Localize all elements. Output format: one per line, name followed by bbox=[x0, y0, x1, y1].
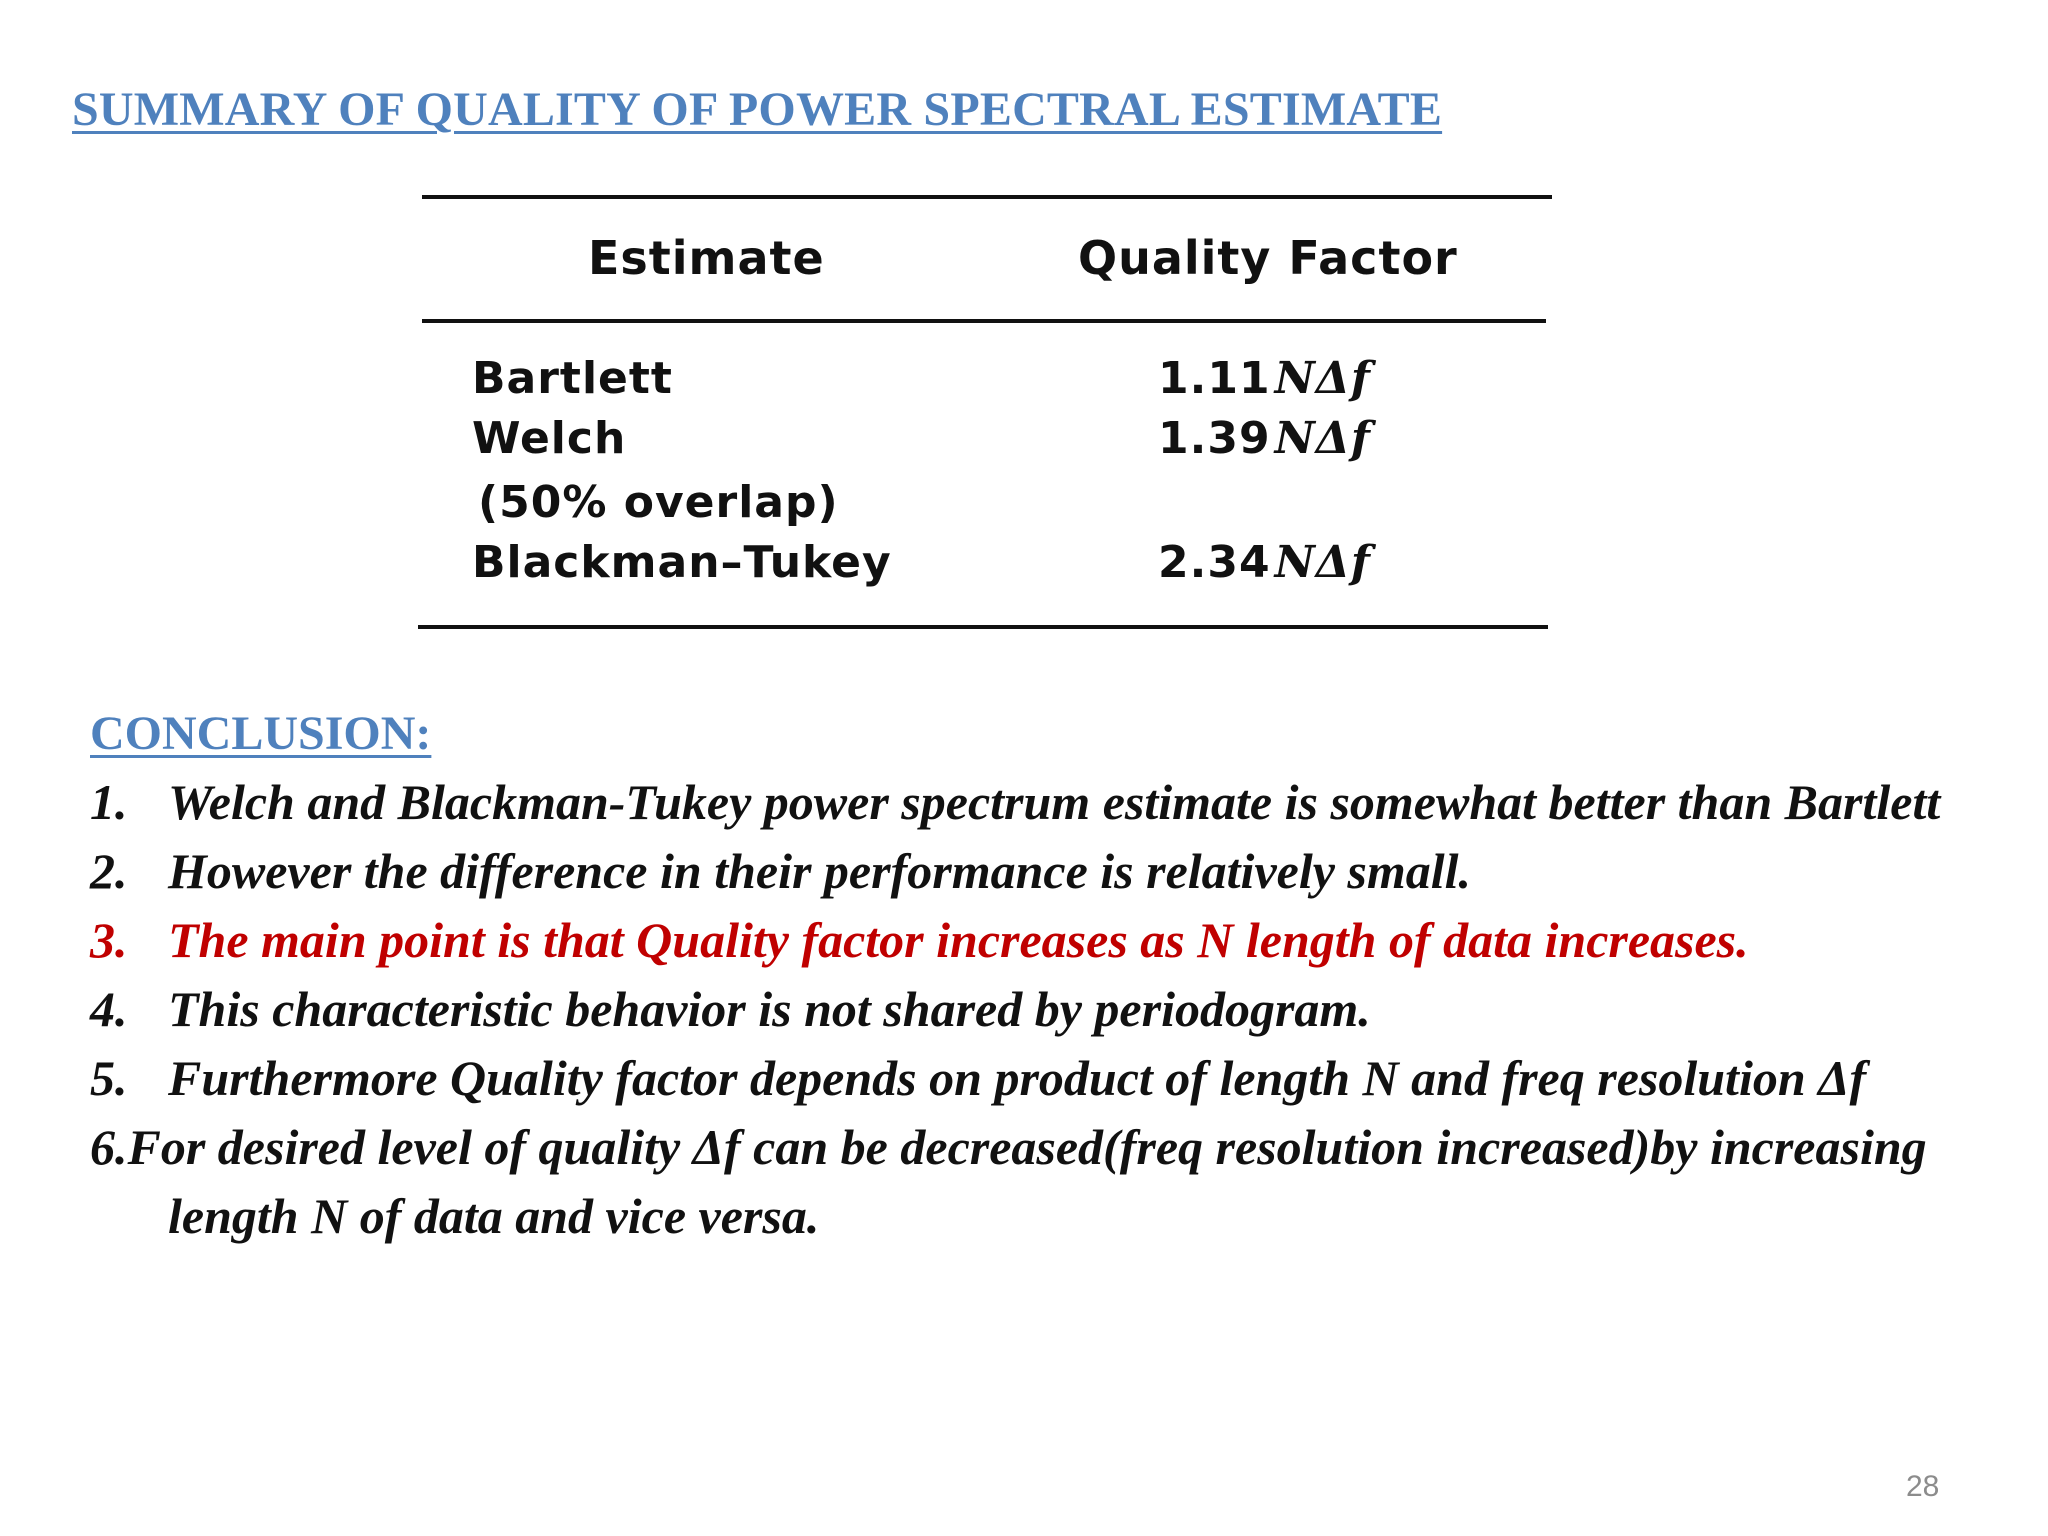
conclusion-text: The main point is that Quality factor in… bbox=[168, 912, 1749, 968]
slide-title: SUMMARY OF QUALITY OF POWER SPECTRAL EST… bbox=[72, 83, 1443, 136]
row-bartlett-value: 1.11NΔf bbox=[1158, 353, 1371, 404]
conclusion-item-6: 6.For desired level of quality Δf can be… bbox=[90, 1113, 2030, 1251]
row-welch-coefficient: 1.39 bbox=[1158, 413, 1271, 464]
quality-factor-table: Estimate Quality Factor Bartlett 1.11NΔf… bbox=[418, 195, 1552, 635]
conclusion-item-5: 5. Furthermore Quality factor depends on… bbox=[90, 1044, 2030, 1113]
conclusion-text: For desired level of quality Δf can be d… bbox=[127, 1119, 1927, 1244]
conclusion-number: 1. bbox=[90, 774, 128, 830]
conclusion-number: 3. bbox=[90, 912, 128, 968]
conclusion-number: 4. bbox=[90, 981, 128, 1037]
conclusion-heading: CONCLUSION: bbox=[90, 707, 432, 760]
row-bartlett-unit: NΔf bbox=[1274, 353, 1371, 404]
row-welch-value: 1.39NΔf bbox=[1158, 413, 1371, 464]
row-welch-unit: NΔf bbox=[1274, 413, 1371, 464]
header-quality-factor: Quality Factor bbox=[1078, 231, 1458, 285]
row-blackman-tukey-unit: NΔf bbox=[1274, 537, 1371, 588]
conclusion-number: 5. bbox=[90, 1050, 128, 1106]
table-bottom-rule bbox=[418, 625, 1548, 629]
conclusion-item-3-highlighted: 3. The main point is that Quality factor… bbox=[90, 906, 2030, 975]
conclusion-text: However the difference in their performa… bbox=[168, 843, 1472, 899]
table-header-rule bbox=[422, 319, 1546, 323]
row-blackman-tukey-name: Blackman–Tukey bbox=[472, 537, 892, 588]
row-blackman-tukey-coefficient: 2.34 bbox=[1158, 537, 1271, 588]
conclusion-item-2: 2. However the difference in their perfo… bbox=[90, 837, 2030, 906]
page-number: 28 bbox=[1906, 1470, 1940, 1503]
row-bartlett-coefficient: 1.11 bbox=[1158, 353, 1271, 404]
conclusion-text: Welch and Blackman-Tukey power spectrum … bbox=[168, 774, 1941, 830]
conclusion-number: 2. bbox=[90, 843, 128, 899]
conclusion-text: Furthermore Quality factor depends on pr… bbox=[168, 1050, 1867, 1106]
header-estimate: Estimate bbox=[588, 231, 825, 285]
row-blackman-tukey-value: 2.34NΔf bbox=[1158, 537, 1371, 588]
row-welch-name: Welch bbox=[472, 413, 627, 464]
conclusion-item-1: 1. Welch and Blackman-Tukey power spectr… bbox=[90, 768, 2030, 837]
conclusion-list: 1. Welch and Blackman-Tukey power spectr… bbox=[90, 768, 2030, 1251]
row-welch-overlap-note: (50% overlap) bbox=[478, 477, 839, 528]
conclusion-number: 6. bbox=[90, 1119, 128, 1175]
table-top-rule bbox=[422, 195, 1552, 199]
conclusion-text: This characteristic behavior is not shar… bbox=[168, 981, 1371, 1037]
row-bartlett-name: Bartlett bbox=[472, 353, 673, 404]
conclusion-item-4: 4. This characteristic behavior is not s… bbox=[90, 975, 2030, 1044]
